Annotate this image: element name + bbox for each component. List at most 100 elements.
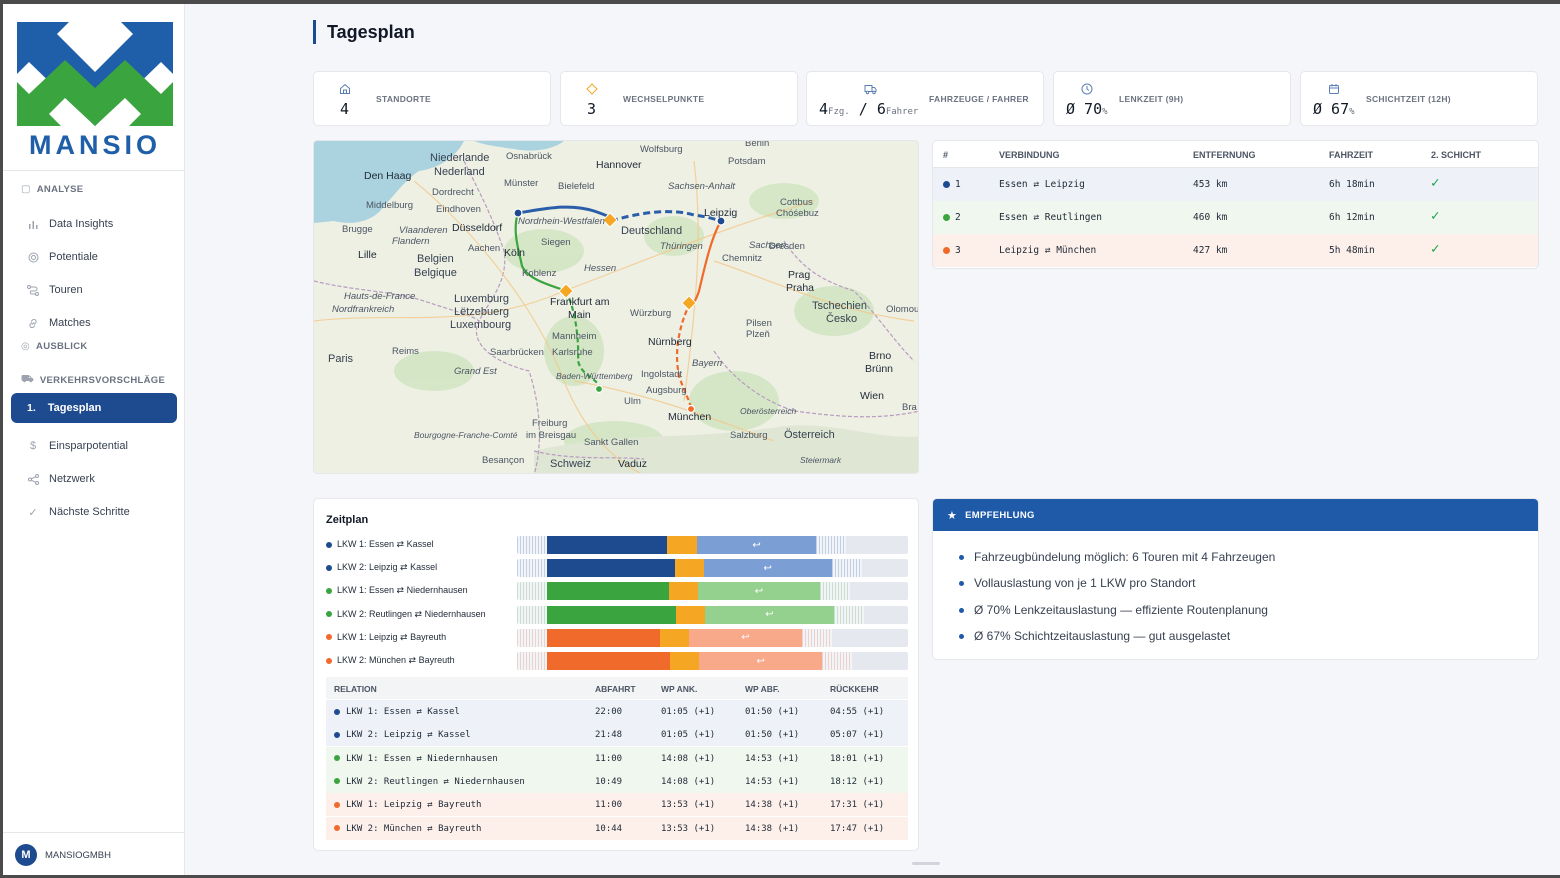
cell-wp-dep: 14:38 (+1) — [745, 823, 800, 834]
check-icon: ✓ — [1431, 208, 1440, 224]
nav-section-label: VERKEHRSVORSCHLÄGE — [39, 375, 166, 386]
gantt-row-label: LKW 1: Essen ⇄ Niedernhausen — [326, 585, 468, 596]
cell-wp-arr: 01:05 (+1) — [661, 730, 716, 741]
sidebar-item-einsparpotential[interactable]: $ Einsparpotential — [11, 431, 177, 461]
table-row[interactable]: 2 Essen ⇄ Reutlingen 460 km 6h 12min ✓ — [933, 201, 1538, 234]
route-map[interactable]: Niederlande Nederland Den Haag Osnabrück… — [313, 140, 919, 474]
table-row[interactable]: LKW 1: Essen ⇄ Niedernhausen 11:00 14:08 (… — [326, 746, 908, 770]
sidebar-item-data-insights[interactable]: Data Insights — [11, 209, 177, 239]
connection-route: Leipzig ⇄ München — [999, 245, 1097, 256]
route-color-dot — [326, 587, 332, 594]
gantt-wait-segment — [666, 536, 697, 554]
bullet-icon — [959, 554, 964, 560]
share-icon — [27, 473, 39, 485]
gantt-label-text: LKW 1: Leipzig ⇄ Bayreuth — [337, 631, 447, 642]
sidebar-item-tagesplan[interactable]: 1. Tagesplan — [11, 393, 177, 423]
map-label: Brugge — [342, 224, 373, 235]
kpi-label: WECHSELPUNKTE — [623, 94, 705, 104]
table-header: # VERBINDUNG ENTFERNUNG FAHRZEIT 2. SCHI… — [933, 141, 1538, 168]
map-label: Wolfsburg — [640, 144, 683, 155]
gantt-row-label: LKW 1: Essen ⇄ Kassel — [326, 539, 434, 550]
table-row[interactable]: LKW 1: Leipzig ⇄ Bayreuth 11:00 13:53 (+1)… — [326, 793, 908, 817]
table-row[interactable]: LKW 2: Reutlingen ⇄ Niedernhausen 10:49 14… — [326, 769, 908, 793]
gantt-drive-segment — [547, 536, 667, 554]
gantt-return-segment: ↩ — [697, 582, 820, 601]
page-title: Tagesplan — [313, 20, 415, 44]
gantt-track[interactable]: ↩ — [517, 536, 908, 554]
scroll-indicator[interactable] — [912, 862, 940, 865]
map-label: Düsseldorf — [452, 222, 503, 234]
map-label: Middelburg — [366, 200, 413, 211]
sidebar-item-label: Nächste Schritte — [49, 506, 130, 518]
kpi-schichtzeit: Ø 67% SCHICHTZEIT (12H) — [1300, 71, 1538, 126]
column-header: ENTFERNUNG — [1193, 150, 1256, 160]
gantt-label-text: LKW 2: Reutlingen ⇄ Niedernhausen — [337, 608, 486, 619]
row-marker — [334, 777, 345, 787]
nav-section-analyse: ▢ ANALYSE — [21, 184, 83, 195]
gantt-track[interactable]: ↩ — [517, 559, 908, 578]
cell-wp-arr: 13:53 (+1) — [661, 823, 716, 834]
column-header: FAHRZEIT — [1329, 150, 1373, 160]
kpi-value: 3 — [587, 100, 597, 118]
table-row[interactable]: LKW 2: Leipzig ⇄ Kassel 21:48 01:05 (+1) 01… — [326, 723, 908, 747]
map-label: Lille — [358, 249, 377, 261]
sidebar-item-netzwerk[interactable]: Netzwerk — [11, 464, 177, 494]
table-row[interactable]: 3 Leipzig ⇄ München 427 km 5h 48min ✓ — [933, 234, 1538, 267]
map-label: Sachsen-Anhalt — [668, 181, 736, 192]
table-row[interactable]: LKW 1: Essen ⇄ Kassel 22:00 01:05 (+1) 01:5… — [326, 700, 908, 723]
row-marker — [334, 730, 345, 740]
map-canvas — [314, 141, 918, 473]
kpi-fahrzeuge-fahrer: 4Fzg. / 6Fahrer FAHRZEUGE / FAHRER — [806, 71, 1044, 126]
table-row[interactable]: LKW 2: München ⇄ Bayreuth 10:44 13:53 (+1)… — [326, 816, 908, 840]
map-label: Besançon — [482, 455, 525, 466]
cell-ret: 18:12 (+1) — [830, 776, 885, 787]
user-account[interactable]: M MANSIOGMBH — [15, 844, 111, 866]
table-row[interactable]: 1 Essen ⇄ Leipzig 453 km 6h 18min ✓ — [933, 168, 1538, 201]
gantt-post-segment — [816, 536, 847, 554]
gantt-track[interactable]: ↩ — [517, 652, 908, 670]
connection-distance: 460 km — [1193, 212, 1228, 223]
kpi-value-vehicles: 4 — [819, 100, 829, 118]
map-label: Hessen — [584, 263, 617, 274]
map-label: Eindhoven — [436, 204, 481, 215]
gantt-track[interactable]: ↩ — [517, 628, 908, 647]
cell-wp-dep: 14:53 (+1) — [745, 753, 800, 764]
kpi-standorte: 4 STANDORTE — [313, 71, 551, 126]
map-label: Salzburg — [730, 430, 768, 441]
map-label: Potsdam — [728, 156, 766, 167]
kpi-value-number: Ø 67 — [1313, 100, 1350, 118]
row-marker — [334, 800, 345, 810]
sidebar-item-potentiale[interactable]: Potentiale — [11, 242, 177, 272]
kpi-value: Ø 67% — [1313, 100, 1355, 118]
window-top-edge — [0, 0, 1560, 4]
gantt-wait-segment — [659, 628, 689, 647]
map-label: Würzburg — [630, 308, 672, 319]
bullet-icon — [959, 633, 964, 639]
kpi-value: Ø 70% — [1066, 100, 1108, 118]
map-label: Tschechien — [812, 300, 868, 312]
map-label: Prag — [788, 269, 811, 281]
bullet-icon — [959, 580, 964, 586]
nav-section-ausblick: ◎ AUSBLICK — [21, 341, 88, 352]
sidebar-item-touren[interactable]: Touren — [11, 275, 177, 305]
gantt-post-segment — [833, 605, 864, 624]
return-icon: ↩ — [763, 562, 772, 574]
sidebar-item-matches[interactable]: Matches — [11, 308, 177, 338]
cell-dep: 10:49 — [595, 776, 623, 787]
sidebar-item-naechste-schritte[interactable]: ✓ Nächste Schritte — [11, 497, 177, 527]
cell-wp-arr: 13:53 (+1) — [661, 800, 716, 811]
map-label: Chemnitz — [722, 253, 763, 264]
cell-ret: 17:47 (+1) — [830, 823, 885, 834]
compass-icon: ◎ — [21, 341, 31, 352]
gantt-label-text: LKW 1: Essen ⇄ Kassel — [337, 539, 434, 549]
map-label: Lëtzebuerg — [454, 306, 510, 318]
cell-wp-arr: 14:08 (+1) — [661, 753, 716, 764]
gantt-prep-segment — [517, 605, 547, 624]
cell-dep: 22:00 — [595, 707, 623, 717]
gantt-track[interactable]: ↩ — [517, 605, 908, 624]
gantt-track[interactable]: ↩ — [517, 582, 908, 601]
gantt-row-label: LKW 2: Reutlingen ⇄ Niedernhausen — [326, 609, 486, 620]
sidebar-item-label: Netzwerk — [49, 473, 95, 485]
cell-dep: 11:00 — [595, 800, 623, 811]
map-label: Belgique — [414, 267, 457, 279]
